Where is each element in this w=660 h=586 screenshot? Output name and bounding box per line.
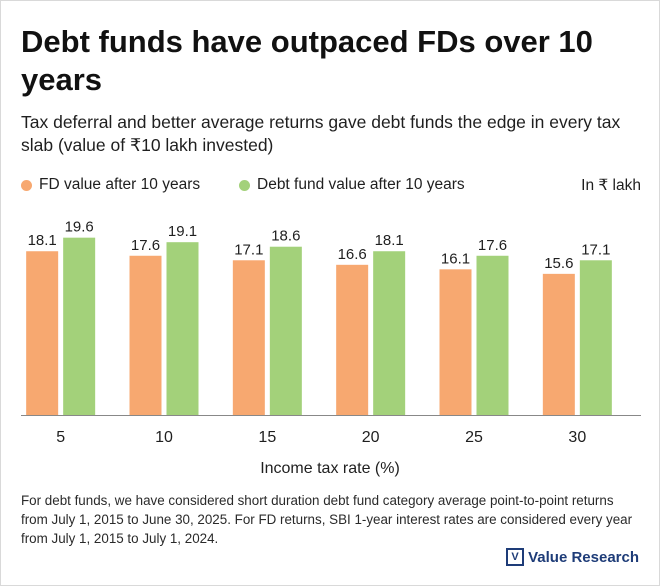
legend-label-fd: FD value after 10 years [39,176,201,193]
bar-fd-20 [336,264,369,415]
bar-fd-30 [542,273,575,415]
chart-title: Debt funds have outpaced FDs over 10 yea… [21,24,593,97]
footnote: For debt funds, we have considered short… [21,493,633,546]
legend-swatch-debt [239,179,250,191]
legend-label-debt: Debt fund value after 10 years [257,176,465,193]
legend-item-debt: Debt fund value after 10 years [239,176,465,194]
bar-chart: 18.1 19.6 5 17.6 19.1 10 17.1 18.6 15 16.6 18.1 20 1… [21,219,641,477]
data-label-debt-10: 19.1 [168,223,197,240]
legend: FD value after 10 years Debt fund value … [21,176,641,198]
data-label-fd-10: 17.6 [131,237,160,254]
data-label-fd-20: 16.6 [338,246,367,263]
x-tick-label-25: 25 [465,429,483,446]
unit-label: In ₹ lakh [581,177,641,194]
bar-fd-5 [26,251,59,415]
bar-debt-25 [476,255,509,415]
data-label-fd-30: 15.6 [544,255,573,272]
x-tick-label-20: 20 [362,429,380,446]
bar-debt-20 [373,251,406,415]
bar-debt-10 [166,242,199,415]
data-label-debt-15: 18.6 [271,228,300,245]
bar-fd-25 [439,269,472,415]
legend-item-fd: FD value after 10 years [21,176,200,194]
data-label-fd-25: 16.1 [441,250,470,267]
chart-subtitle: Tax deferral and better average returns … [21,112,621,155]
bar-debt-15 [269,246,302,415]
data-label-debt-5: 19.6 [65,219,94,236]
bar-debt-5 [63,237,96,415]
data-label-fd-15: 17.1 [234,241,263,258]
data-label-debt-30: 17.1 [581,241,610,258]
x-tick-label-30: 30 [568,429,586,446]
data-label-fd-5: 18.1 [28,232,57,249]
brand-logo: V Value Research [506,548,639,566]
legend-swatch-fd [21,179,32,191]
bar-fd-15 [232,260,265,415]
bar-fd-10 [129,255,162,415]
data-label-debt-25: 17.6 [478,237,507,254]
x-tick-label-10: 10 [155,429,173,446]
x-tick-label-5: 5 [56,429,65,446]
data-label-debt-20: 18.1 [375,232,404,249]
bar-debt-30 [579,260,612,415]
brand-name: Value Research [528,548,639,566]
brand-logo-icon: V [506,548,525,566]
x-tick-label-15: 15 [258,429,276,446]
x-axis-title: Income tax rate (%) [260,460,400,477]
